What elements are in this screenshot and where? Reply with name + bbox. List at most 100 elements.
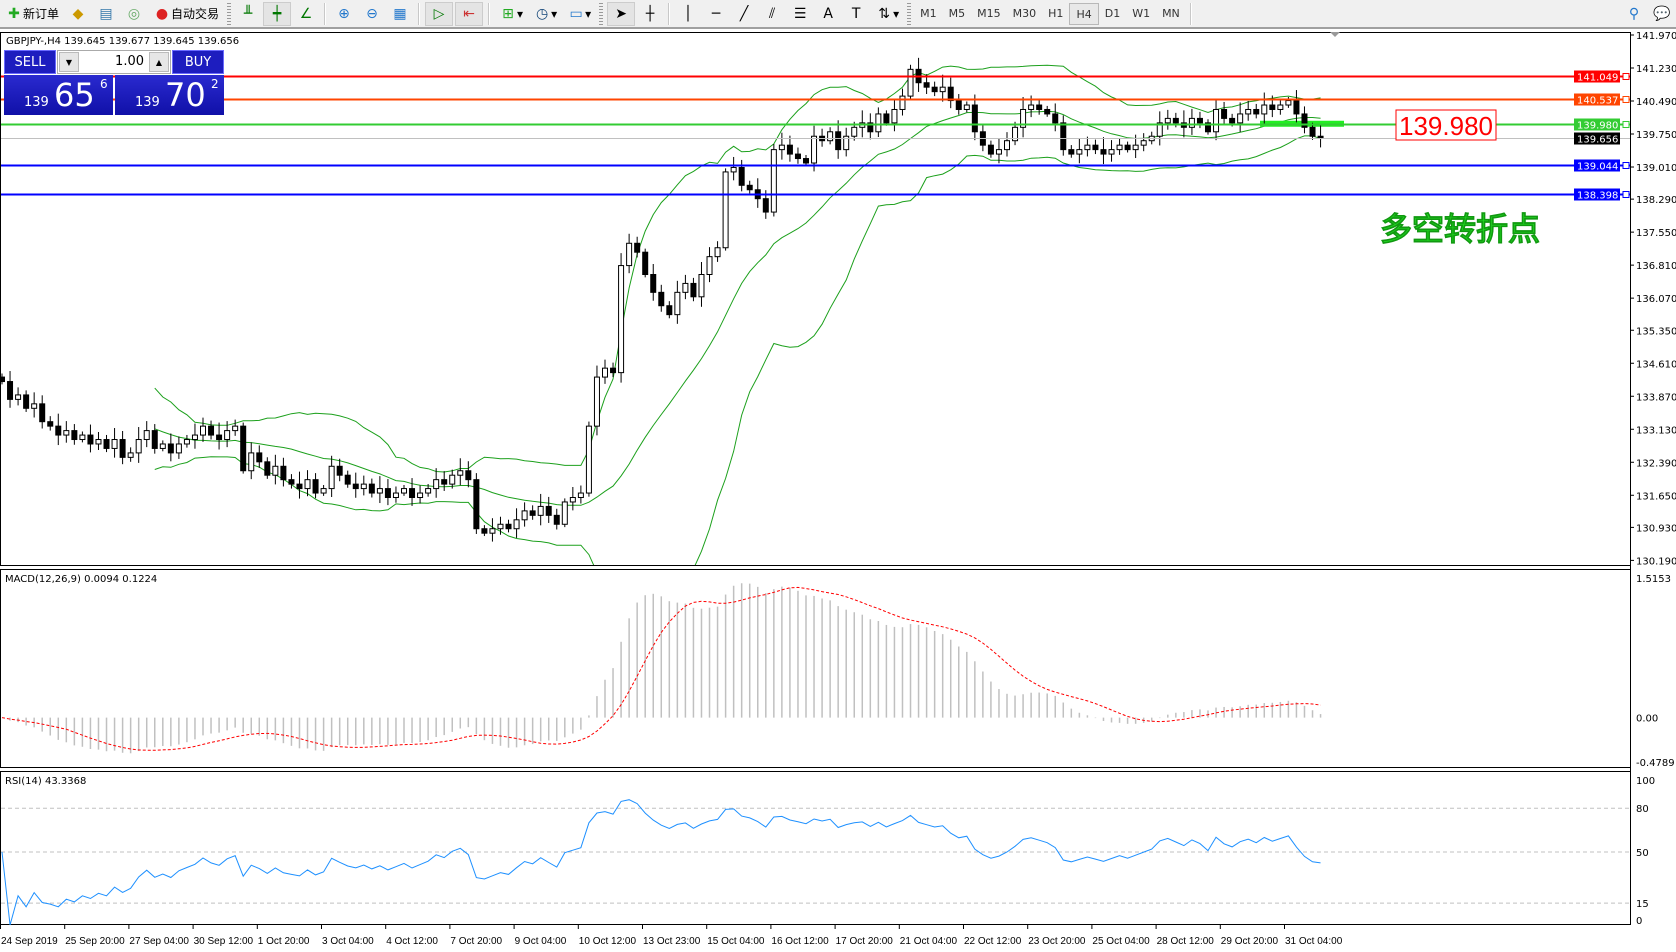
candle-body — [907, 68, 914, 97]
timeframe-h4[interactable]: H4 — [1069, 2, 1099, 25]
arrows-button[interactable]: ⇅ ▾ — [871, 2, 903, 26]
candle — [666, 301, 673, 319]
candle-body — [658, 291, 665, 307]
lot-increase-button[interactable]: ▲ — [149, 52, 169, 72]
candle-body — [1229, 117, 1236, 124]
line-chart-button[interactable]: ∠ — [293, 2, 319, 26]
buy-price[interactable]: 139 70 2 — [115, 75, 224, 115]
search-button[interactable]: ⚲ — [1621, 2, 1647, 26]
rsi-label: RSI(14) 43.3368 — [5, 776, 86, 787]
cursor-button[interactable]: ➤ — [607, 1, 636, 26]
zoom-in-icon: ⊕ — [338, 5, 350, 22]
candle-body — [706, 256, 713, 276]
candle — [577, 485, 584, 504]
symbol-header: GBPJPY-,H4 139.645 139.677 139.645 139.6… — [6, 36, 239, 47]
auto-trading-button[interactable]: ● 自动交易 — [149, 2, 223, 26]
signals-button[interactable]: ◎ — [121, 2, 147, 26]
auto-scroll-button[interactable]: ▷ — [425, 1, 454, 26]
price-label-bg — [1574, 159, 1620, 172]
rsi-panel[interactable]: 100 80 50 15 0 — [0, 771, 1656, 928]
chart-shift-button[interactable]: ⇤ — [455, 1, 484, 26]
candle — [1, 373, 5, 385]
indicators-button[interactable]: ⊞ ▾ — [495, 2, 527, 26]
timeframe-m5[interactable]: M5 — [948, 6, 966, 20]
time-tick-label: 9 Oct 04:00 — [515, 936, 567, 947]
candle-body — [79, 434, 86, 441]
sell-button[interactable]: SELL — [4, 50, 56, 74]
candle-body — [457, 470, 464, 476]
auto-scroll-icon: ▷ — [433, 5, 445, 22]
candle-body — [585, 425, 592, 494]
candle-body — [1092, 144, 1099, 151]
macd-panel-frame — [0, 569, 1631, 768]
timeframe-m15[interactable]: M15 — [977, 6, 1001, 20]
pivot-annotation-text[interactable]: 多空转折点 — [1380, 210, 1541, 249]
candle — [698, 262, 705, 307]
candle — [778, 132, 785, 160]
price-label-139.980: 139.980 — [1577, 121, 1618, 132]
time-tick-label: 21 Oct 04:00 — [900, 936, 958, 947]
candle-body — [1237, 113, 1244, 124]
zoom-in-button[interactable]: ⊕ — [331, 2, 357, 26]
candle-body — [971, 104, 978, 133]
candle — [433, 468, 440, 498]
price-tick-label: 137.550 — [1636, 228, 1676, 239]
lot-decrease-button[interactable]: ▼ — [59, 52, 79, 72]
macd-panel[interactable]: 1.5153 0.00 -0.4789 — [0, 569, 1675, 770]
candle-body — [513, 519, 520, 530]
periods-button[interactable]: ◷ ▾ — [529, 2, 561, 26]
vertical-line-button[interactable]: │ — [675, 2, 701, 26]
candle-body — [200, 425, 206, 436]
timeframe-h1[interactable]: H1 — [1048, 6, 1064, 20]
timeframe-w1[interactable]: W1 — [1132, 6, 1151, 20]
timeframe-mn[interactable]: MN — [1162, 6, 1180, 20]
candle — [127, 447, 134, 462]
crosshair-button[interactable]: ┼ — [637, 2, 663, 26]
candle-body — [497, 523, 504, 530]
candle-body — [674, 291, 681, 316]
timeframe-m1[interactable]: M1 — [920, 6, 937, 20]
candle — [626, 233, 633, 274]
candle — [1076, 138, 1083, 164]
candle — [1108, 140, 1115, 162]
chat-button[interactable]: 💬 — [1649, 2, 1675, 26]
price-tick-label: 141.230 — [1636, 64, 1676, 75]
text-label-button[interactable]: T — [843, 2, 869, 26]
channel-button[interactable]: ⫽ — [759, 2, 785, 26]
candle — [569, 486, 576, 511]
candle — [513, 508, 520, 538]
price-panel[interactable]: 141.970 141.230 140.490 139.750 139.010 138.2… — [0, 31, 1676, 646]
zoom-out-button[interactable]: ⊖ — [359, 2, 385, 26]
tile-windows-button[interactable]: ▦ — [387, 2, 413, 26]
bar-chart-button[interactable]: ╨ — [235, 2, 261, 26]
candle-body — [425, 488, 432, 494]
price-tick-label: 133.130 — [1636, 425, 1676, 436]
candle-body — [1084, 144, 1091, 151]
trendline-button[interactable]: ╱ — [731, 2, 757, 26]
timeframe-d1[interactable]: D1 — [1104, 6, 1121, 20]
market-watch-button[interactable]: ▤ — [93, 2, 119, 26]
candle — [111, 428, 118, 458]
macd-tick-label: -0.4789 — [1636, 758, 1675, 769]
candle-body — [947, 86, 954, 102]
lot-input[interactable]: 1.00 — [115, 54, 144, 69]
buy-button[interactable]: BUY — [172, 50, 224, 74]
history-button[interactable]: ◆ — [65, 2, 91, 26]
templates-button[interactable]: ▭ ▾ — [563, 2, 595, 26]
new-order-button[interactable]: ✚ 新订单 — [1, 2, 63, 26]
candle-body — [746, 184, 753, 191]
fibonacci-button[interactable]: ☰ — [787, 2, 813, 26]
candle-chart-button[interactable]: ┿ — [263, 1, 292, 26]
candle — [23, 390, 30, 412]
text-button[interactable]: A — [815, 2, 841, 26]
lot-stepper[interactable]: ▼ 1.00 ▲ — [57, 50, 171, 74]
candle-body — [738, 166, 745, 186]
price-box-annotation[interactable]: 139.980 — [1395, 109, 1497, 141]
sell-price[interactable]: 139 65 6 — [4, 75, 113, 115]
horizontal-line-button[interactable]: ─ — [703, 2, 729, 26]
candle — [224, 421, 231, 448]
timeframe-m30[interactable]: M30 — [1012, 6, 1037, 20]
price-tick-label: 138.290 — [1636, 195, 1676, 206]
candle-body — [561, 501, 568, 525]
